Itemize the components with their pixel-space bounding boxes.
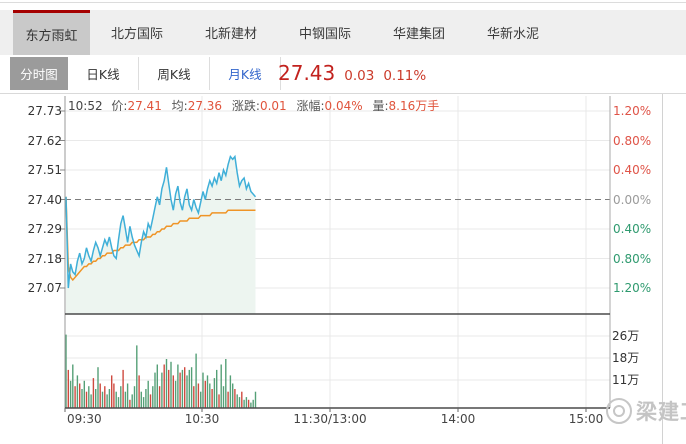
tab-daily-kline[interactable]: 日K线 [68, 57, 139, 90]
price-change: 0.03 [344, 68, 375, 84]
last-price: 27.43 [278, 61, 336, 85]
info-pct-label: 涨幅: [296, 99, 325, 113]
time-tick: 10:30 [184, 412, 220, 426]
tab-minute-chart[interactable]: 分时图 [10, 57, 68, 90]
watermark-text: 梁建工 [636, 400, 686, 424]
price-tick: 27.29 [27, 222, 62, 236]
time-tick: 15:00 [568, 412, 604, 426]
stock-tab-huaxin-shuini[interactable]: 华新水泥 [486, 27, 539, 42]
info-price-label: 价: [111, 99, 128, 113]
volume-tick: 18万 [612, 351, 640, 365]
stock-tabbar: 东方雨虹 北方国际 北新建材 中钢国际 华建集团 华新水泥 [0, 10, 686, 55]
price-tick: 27.18 [27, 251, 62, 266]
info-avg: 27.36 [187, 99, 223, 113]
pct-tick: 1.20% [613, 104, 652, 118]
price-change-pct: 0.11% [383, 68, 427, 84]
info-change-label: 涨跌: [231, 99, 260, 113]
watermark: 梁建工 [606, 396, 686, 426]
top-divider [0, 2, 686, 3]
stock-tab-zhonggang-guoji[interactable]: 中钢国际 [298, 27, 351, 42]
info-change: 0.01 [259, 99, 287, 113]
volume-tick: 26万 [612, 329, 640, 343]
time-tick: 14:00 [440, 412, 476, 426]
price-tick: 27.40 [27, 192, 62, 207]
chart-area: 10:52 价:27.41 均:27.36 涨跌:0.01 涨幅:0.04% 量… [0, 93, 686, 444]
logo-ring-icon [606, 398, 632, 424]
price-tick: 27.51 [27, 163, 62, 177]
time-tick: 11:30/13:00 [293, 412, 367, 426]
price-tick: 27.07 [27, 281, 62, 295]
chart-canvas[interactable] [0, 94, 686, 444]
tab-weekly-kline[interactable]: 周K线 [139, 57, 210, 90]
frame-right-divider [662, 94, 663, 444]
price-tick: 27.62 [27, 133, 62, 148]
volume-tick: 11万 [612, 373, 640, 387]
current-quote: 27.43 0.03 0.11% [278, 57, 426, 90]
stock-tab-huajian-jituan[interactable]: 华建集团 [392, 27, 445, 42]
pct-tick: 0.00% [613, 192, 652, 207]
info-volume: 8.16万手 [388, 99, 440, 113]
period-tabbar: 分时图 日K线 周K线 月K线 [0, 57, 686, 90]
pct-tick: 0.40% [613, 222, 652, 236]
stock-tab-beixin-jiancai[interactable]: 北新建材 [204, 27, 257, 42]
price-tick: 27.73 [27, 104, 62, 118]
pct-tick: 0.80% [613, 251, 652, 266]
info-time: 10:52 [68, 99, 103, 113]
stock-tab-dongfang-yuhong[interactable]: 东方雨虹 [13, 10, 90, 55]
info-volume-label: 量: [372, 99, 389, 113]
pct-tick: 0.40% [613, 163, 652, 177]
pct-tick: 0.80% [613, 133, 652, 148]
info-price: 27.41 [127, 99, 162, 113]
stock-tab-beifang-guoji[interactable]: 北方国际 [110, 27, 163, 42]
time-tick: 09:30 [67, 412, 102, 426]
crosshair-info-line: 10:52 价:27.41 均:27.36 涨跌:0.01 涨幅:0.04% 量… [68, 97, 445, 114]
pct-tick: 1.20% [613, 281, 652, 295]
info-avg-label: 均: [171, 99, 188, 113]
tab-monthly-kline[interactable]: 月K线 [210, 57, 281, 90]
info-pct: 0.04% [324, 99, 363, 113]
